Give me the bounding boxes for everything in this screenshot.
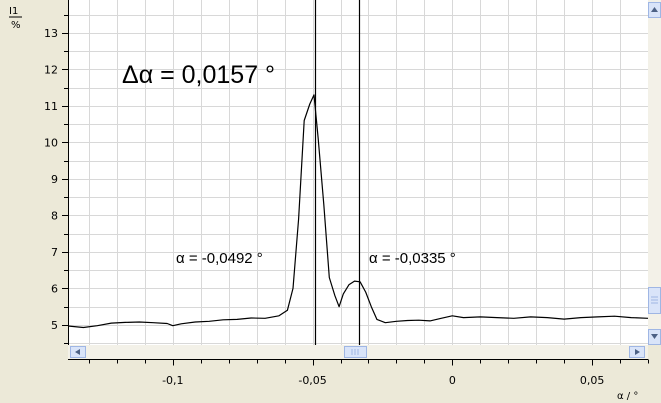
y-tick-label: 11 bbox=[44, 100, 58, 113]
y-axis-unit: % bbox=[11, 20, 21, 31]
vertical-scrollbar[interactable] bbox=[648, 0, 661, 345]
series-line bbox=[67, 94, 649, 329]
vertical-scrollbar-track[interactable] bbox=[648, 0, 661, 345]
chevron-down-icon bbox=[651, 334, 658, 339]
y-tick-label: 12 bbox=[44, 63, 58, 76]
chevron-left-icon bbox=[75, 349, 80, 355]
y-tick-label: 9 bbox=[51, 173, 58, 186]
y-tick-label: 13 bbox=[44, 27, 58, 40]
horizontal-scrollbar[interactable] bbox=[68, 345, 648, 359]
x-tick-label: 0,05 bbox=[580, 374, 605, 387]
y-tick-label: 10 bbox=[44, 136, 58, 149]
right-marker-annotation: α = -0,0335 ° bbox=[369, 250, 456, 267]
grid bbox=[68, 0, 649, 345]
chevron-up-icon bbox=[651, 7, 658, 12]
cursor-markers[interactable] bbox=[314, 0, 361, 345]
y-tick-label: 7 bbox=[51, 246, 58, 259]
x-tick-label: -0,05 bbox=[298, 374, 326, 387]
plot-area[interactable] bbox=[68, 0, 648, 345]
y-axis: 5 6 7 8 9 10 11 12 13 bbox=[44, 0, 69, 345]
y-tick-label: 8 bbox=[51, 209, 58, 222]
y-tick-label: 5 bbox=[51, 319, 58, 332]
y-axis-label: I1 bbox=[9, 6, 18, 17]
left-marker-annotation: α = -0,0492 ° bbox=[176, 250, 263, 267]
series bbox=[67, 94, 649, 329]
x-axis-label: α / ° bbox=[617, 391, 638, 402]
chevron-right-icon bbox=[635, 349, 640, 355]
x-tick-label: -0,1 bbox=[162, 374, 183, 387]
x-axis: -0,1 -0,05 0 0,05 bbox=[68, 359, 649, 387]
x-tick-label: 0 bbox=[449, 374, 456, 387]
delta-alpha-annotation: Δα = 0,0157 ° bbox=[122, 61, 275, 89]
y-tick-label: 6 bbox=[51, 282, 58, 295]
